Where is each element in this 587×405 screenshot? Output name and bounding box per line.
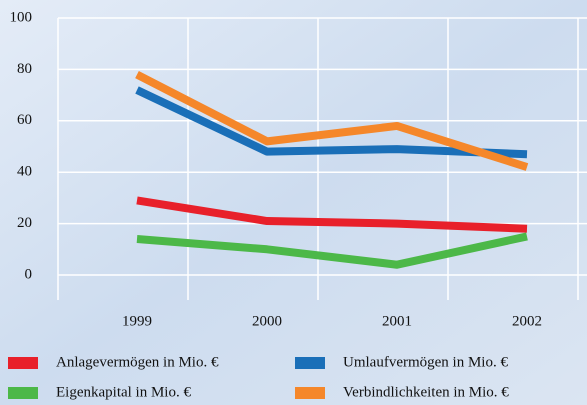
y-tick-label: 40	[17, 164, 32, 180]
series-line	[135, 86, 528, 159]
legend-swatch	[8, 387, 38, 399]
series-line	[135, 70, 529, 171]
legend-label: Verbindlichkeiten in Mio. €	[343, 384, 509, 400]
legend-label: Umlaufvermögen in Mio. €	[343, 354, 508, 370]
legend-swatch	[8, 357, 38, 369]
legend-label: Anlagevermögen in Mio. €	[56, 354, 219, 370]
y-tick-label: 100	[10, 9, 33, 25]
x-tick-label: 2000	[252, 313, 282, 329]
legend-swatch	[295, 387, 325, 399]
x-tick-label: 1999	[122, 313, 152, 329]
y-tick-label: 80	[17, 61, 32, 77]
series-line	[136, 232, 528, 269]
legend-swatch	[295, 357, 325, 369]
x-tick-label: 2001	[382, 313, 412, 329]
legend-label: Eigenkapital in Mio. €	[56, 384, 191, 400]
y-tick-label: 0	[25, 266, 33, 282]
y-tick-label: 60	[17, 112, 32, 128]
x-tick-label: 2002	[512, 313, 542, 329]
y-tick-label: 20	[17, 215, 32, 231]
series-line	[136, 196, 528, 233]
